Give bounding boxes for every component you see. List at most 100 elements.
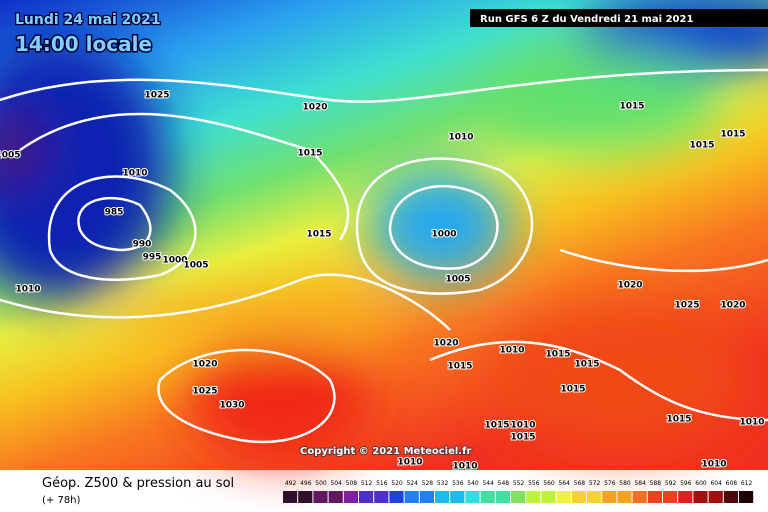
- scale-label: 492: [285, 480, 297, 487]
- isobar-label: 1010: [397, 458, 422, 468]
- scale-swatch: [526, 491, 541, 503]
- legend: Géop. Z500 & pression au sol (+ 78h) 492…: [42, 476, 754, 506]
- scale-swatch: [359, 491, 374, 503]
- scale-label: 528: [422, 480, 434, 487]
- scale-label: 496: [300, 480, 312, 487]
- isobar-label: 1010: [510, 421, 535, 431]
- scale-swatch: [450, 491, 465, 503]
- scale-label: 592: [665, 480, 677, 487]
- run: Run GFS 6 Z du Vendredi 21 mai 2021: [480, 14, 693, 25]
- isobar-label: 1025: [144, 91, 169, 101]
- scale-swatch: [343, 491, 358, 503]
- scale-swatch: [480, 491, 495, 503]
- isobar-label: 1015: [574, 360, 599, 370]
- isobar-label: 1010: [499, 346, 524, 356]
- isobar-label: 1015: [666, 415, 691, 425]
- isobar-label: 1005: [445, 275, 470, 285]
- isobar-label: 1020: [192, 360, 217, 370]
- isobar-label: 1000: [431, 230, 456, 240]
- scale-swatch: [723, 491, 738, 503]
- isobar-label: 1010: [739, 418, 764, 428]
- isobar-label: 1015: [510, 433, 535, 443]
- isobar-labels: 1025102010151010100510109859909951000100…: [0, 90, 766, 473]
- scale-label: 536: [452, 480, 464, 487]
- isobar-label: 1010: [452, 462, 477, 472]
- run-box: [470, 9, 768, 27]
- scale-label: 504: [330, 480, 342, 487]
- scale-label: 584: [634, 480, 646, 487]
- legend-lead: (+ 78h): [42, 495, 81, 506]
- copyright: Copyright © 2021 Meteociel.fr: [300, 446, 471, 457]
- scale-swatch: [739, 491, 754, 503]
- scale-swatch: [511, 491, 526, 503]
- isobar-label: 1015: [447, 362, 472, 372]
- scale-swatch: [328, 491, 343, 503]
- isobar-label: 1020: [720, 301, 745, 311]
- scale-swatch: [556, 491, 571, 503]
- scale-label: 516: [376, 480, 388, 487]
- scale-swatch: [647, 491, 662, 503]
- isobar-label: 1010: [448, 133, 473, 143]
- isobar-label: 1025: [192, 387, 217, 397]
- isobar-label: 985: [105, 208, 124, 218]
- scale-label: 560: [543, 480, 555, 487]
- isobar-label: 1015: [297, 149, 322, 159]
- isobar-label: 995: [143, 253, 162, 263]
- legend-title: Géop. Z500 & pression au sol: [42, 476, 234, 491]
- scale-swatch: [541, 491, 556, 503]
- isobar-label: 1025: [674, 301, 699, 311]
- isobar-label: 1015: [619, 102, 644, 112]
- isobar-label: 1005: [0, 151, 21, 161]
- scale-swatch: [389, 491, 404, 503]
- scale-swatch: [283, 491, 298, 503]
- scale-label: 540: [467, 480, 479, 487]
- scale-swatch: [693, 491, 708, 503]
- scale-label: 604: [710, 480, 722, 487]
- isobar-label: 1010: [122, 169, 147, 179]
- scale-label: 612: [741, 480, 753, 487]
- scale-swatch: [298, 491, 313, 503]
- scale-swatch: [708, 491, 723, 503]
- isobar-label: 1030: [219, 401, 244, 411]
- scale-label: 564: [558, 480, 570, 487]
- isobar-label: 1015: [484, 421, 509, 431]
- isobar-label: 1005: [183, 261, 208, 271]
- isobar-label: 1000: [162, 256, 187, 266]
- isobar-label: 1010: [15, 285, 40, 295]
- scale-label: 568: [574, 480, 586, 487]
- scale-label: 596: [680, 480, 692, 487]
- scale-swatch: [435, 491, 450, 503]
- header: Lundi 24 mai 2021 14:00 locale Run GFS 6…: [14, 9, 768, 58]
- isobar-label: 1020: [617, 281, 642, 291]
- map-background: [0, 0, 768, 470]
- scale-label: 512: [361, 480, 373, 487]
- scale-swatch: [419, 491, 434, 503]
- scale-label: 532: [437, 480, 449, 487]
- scale-label: 576: [604, 480, 616, 487]
- scale-swatch: [602, 491, 617, 503]
- isobar-label: 1015: [306, 230, 331, 240]
- scale-label: 520: [391, 480, 403, 487]
- isobar-label: 1015: [545, 350, 570, 360]
- scale-label: 552: [513, 480, 525, 487]
- scale-label: 544: [482, 480, 494, 487]
- scale-label: 608: [726, 480, 738, 487]
- scale-label: 548: [498, 480, 510, 487]
- scale-label: 508: [346, 480, 358, 487]
- scale-label: 588: [650, 480, 662, 487]
- date: Lundi 24 mai 2021: [15, 12, 161, 28]
- scale-label: 580: [619, 480, 631, 487]
- scale-swatch: [587, 491, 602, 503]
- scale-swatch: [404, 491, 419, 503]
- isobar-label: 990: [133, 240, 152, 250]
- isobar-label: 1020: [302, 103, 327, 113]
- isobar-label: 1015: [720, 130, 745, 140]
- isobar-label: 1015: [689, 141, 714, 151]
- isobar-label: 1010: [701, 460, 726, 470]
- scale-swatch: [495, 491, 510, 503]
- scale-swatch: [571, 491, 586, 503]
- scale-label: 524: [406, 480, 418, 487]
- scale-swatch: [313, 491, 328, 503]
- scale-label: 572: [589, 480, 601, 487]
